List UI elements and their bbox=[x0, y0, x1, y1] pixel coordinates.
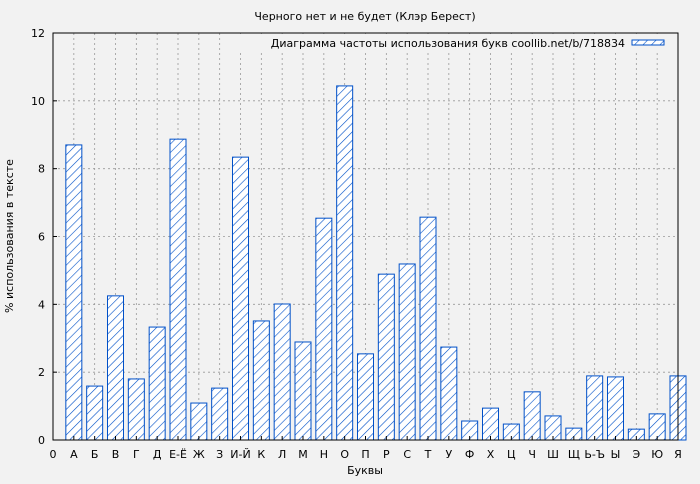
bar-З bbox=[211, 387, 229, 441]
bar-Р bbox=[377, 273, 395, 441]
bar-В bbox=[107, 295, 124, 441]
x-tick-label: М bbox=[298, 448, 308, 461]
bar-К bbox=[252, 320, 270, 441]
x-tick-label: Б bbox=[91, 448, 99, 461]
x-tick-label: З bbox=[216, 448, 223, 461]
bar-Б bbox=[86, 385, 104, 441]
bar-Ы bbox=[607, 376, 624, 441]
bar-У bbox=[440, 346, 458, 441]
y-tick-label: 4 bbox=[38, 298, 45, 311]
x-tick-label: Ш bbox=[547, 448, 559, 461]
x-tick-label: В bbox=[112, 448, 120, 461]
x-tick-label: И-Й bbox=[230, 448, 250, 461]
chart-title: Черного нет и не будет (Клэр Берест) bbox=[254, 10, 475, 23]
legend: Диаграмма частоты использования букв coo… bbox=[240, 34, 677, 52]
bar-Н bbox=[315, 217, 333, 441]
x-tick-label: Ю bbox=[651, 448, 663, 461]
x-tick-label: Ф bbox=[465, 448, 474, 461]
bar-Е-Ё bbox=[169, 138, 187, 441]
x-tick-label: У bbox=[445, 448, 452, 461]
x-tick-label: К bbox=[257, 448, 265, 461]
bar-О bbox=[336, 85, 354, 441]
legend-label: Диаграмма частоты использования букв coo… bbox=[271, 37, 625, 50]
y-tick-label: 0 bbox=[38, 434, 45, 447]
x-tick-label: Э bbox=[632, 448, 640, 461]
x-tick-label: Я bbox=[674, 448, 682, 461]
x-tick-label: Щ bbox=[568, 448, 580, 461]
x-tick-label: Н bbox=[320, 448, 328, 461]
x-tick-label: Ч bbox=[528, 448, 536, 461]
x-tick-label: С bbox=[403, 448, 411, 461]
y-tick-label: 10 bbox=[31, 95, 45, 108]
x-tick-label: Ц bbox=[507, 448, 516, 461]
x-axis-label: Буквы bbox=[347, 464, 383, 477]
bar-Ь-Ъ bbox=[586, 375, 604, 441]
bar-П bbox=[357, 353, 374, 441]
bar-Д bbox=[148, 326, 166, 441]
x-tick-label: Ь-Ъ bbox=[584, 448, 605, 461]
x-tick-label: Х bbox=[487, 448, 495, 461]
y-axis-label: % использования в тексте bbox=[3, 159, 16, 313]
x-tick-label: П bbox=[361, 448, 369, 461]
x-tick-label: О bbox=[340, 448, 349, 461]
x-tick-label: Д bbox=[153, 448, 162, 461]
x-tick-label: 0 bbox=[50, 448, 57, 461]
x-tick-label: А bbox=[70, 448, 78, 461]
x-tick-label: Л bbox=[278, 448, 286, 461]
bar-И-Й bbox=[232, 156, 249, 441]
bar-Т bbox=[419, 216, 437, 441]
bar-А bbox=[65, 144, 83, 441]
bar-Л bbox=[273, 303, 291, 441]
bar-Г bbox=[127, 378, 145, 441]
x-tick-label: Е-Ё bbox=[169, 448, 187, 461]
bar-Ч bbox=[523, 391, 541, 441]
bar-С bbox=[398, 263, 416, 441]
y-tick-label: 12 bbox=[31, 27, 45, 40]
bar-М bbox=[294, 341, 312, 441]
bar-Х bbox=[482, 407, 499, 441]
x-tick-label: Г bbox=[133, 448, 140, 461]
x-tick-label: Ж bbox=[193, 448, 205, 461]
x-tick-label: Ы bbox=[611, 448, 621, 461]
y-tick-label: 6 bbox=[38, 231, 45, 244]
x-tick-label: Р bbox=[383, 448, 390, 461]
y-tick-label: 8 bbox=[38, 163, 45, 176]
bar-Ж bbox=[190, 402, 208, 441]
y-tick-label: 2 bbox=[38, 366, 45, 379]
legend-swatch bbox=[631, 39, 665, 46]
x-tick-label: Т bbox=[424, 448, 432, 461]
